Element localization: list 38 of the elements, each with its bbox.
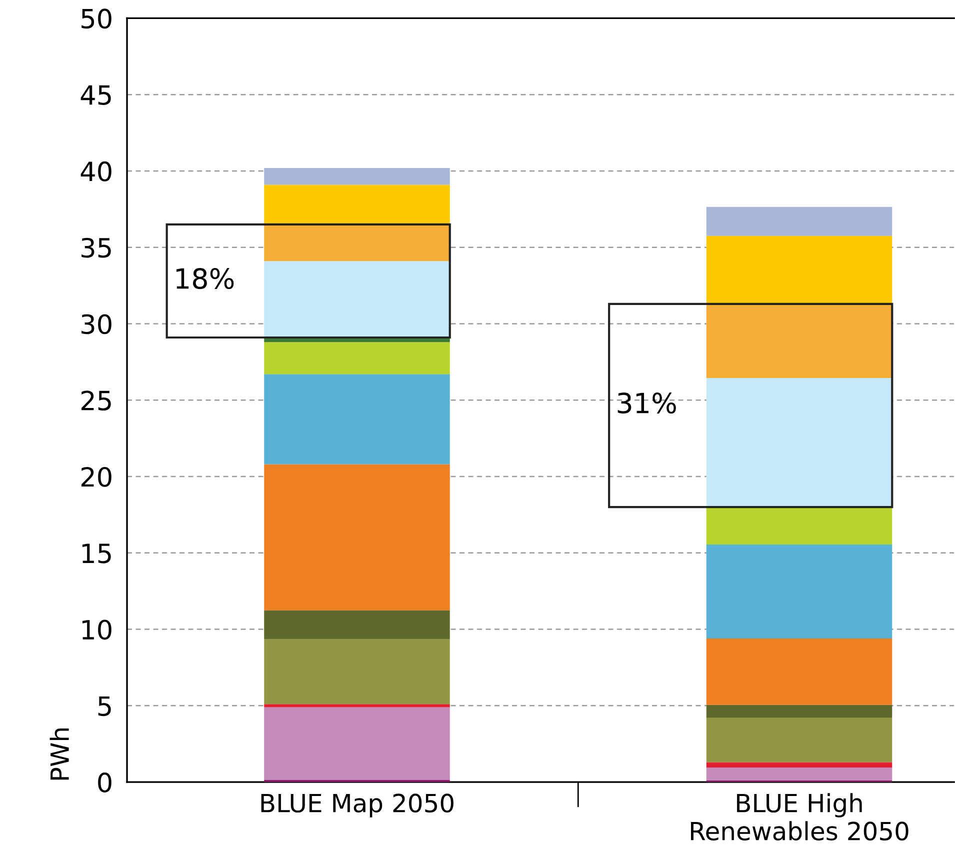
y-tick-label: 20 — [81, 466, 112, 487]
bar — [706, 378, 892, 508]
bar — [264, 464, 450, 610]
y-tick-label: 15 — [82, 544, 111, 564]
bar — [706, 718, 892, 762]
bar — [264, 168, 450, 185]
y-tick-label: 5 — [98, 696, 111, 716]
bar — [264, 639, 450, 704]
bar — [264, 184, 450, 224]
x-tick-label: BLUE Map 2050 — [261, 794, 454, 818]
annotation: 31% — [618, 392, 676, 414]
bar — [264, 224, 450, 262]
bar — [264, 261, 450, 338]
bar — [264, 707, 450, 780]
bar — [264, 704, 450, 708]
bar — [706, 544, 892, 638]
bar — [264, 342, 450, 374]
y-tick-label: 45 — [80, 85, 111, 106]
bar — [706, 304, 892, 378]
x-tick-label: BLUE High Renewables 2050 — [691, 793, 908, 841]
bar — [706, 762, 892, 768]
y-axis-title: PWh — [50, 728, 69, 780]
bar — [706, 704, 892, 718]
annotation: 18% — [176, 268, 234, 290]
bar — [706, 638, 892, 705]
y-tick-label: 35 — [82, 238, 111, 258]
y-tick-label: 10 — [82, 620, 112, 640]
y-tick-label: 50 — [82, 8, 112, 29]
bar — [264, 374, 450, 464]
bar — [706, 236, 892, 304]
y-tick-label: 30 — [82, 314, 112, 334]
y-tick-label: 25 — [81, 390, 111, 411]
y-tick-label: 0 — [98, 772, 112, 792]
bar — [264, 610, 450, 640]
bar — [706, 507, 892, 545]
y-tick-label: 40 — [80, 161, 112, 182]
bar — [706, 768, 892, 781]
bar — [706, 206, 892, 236]
